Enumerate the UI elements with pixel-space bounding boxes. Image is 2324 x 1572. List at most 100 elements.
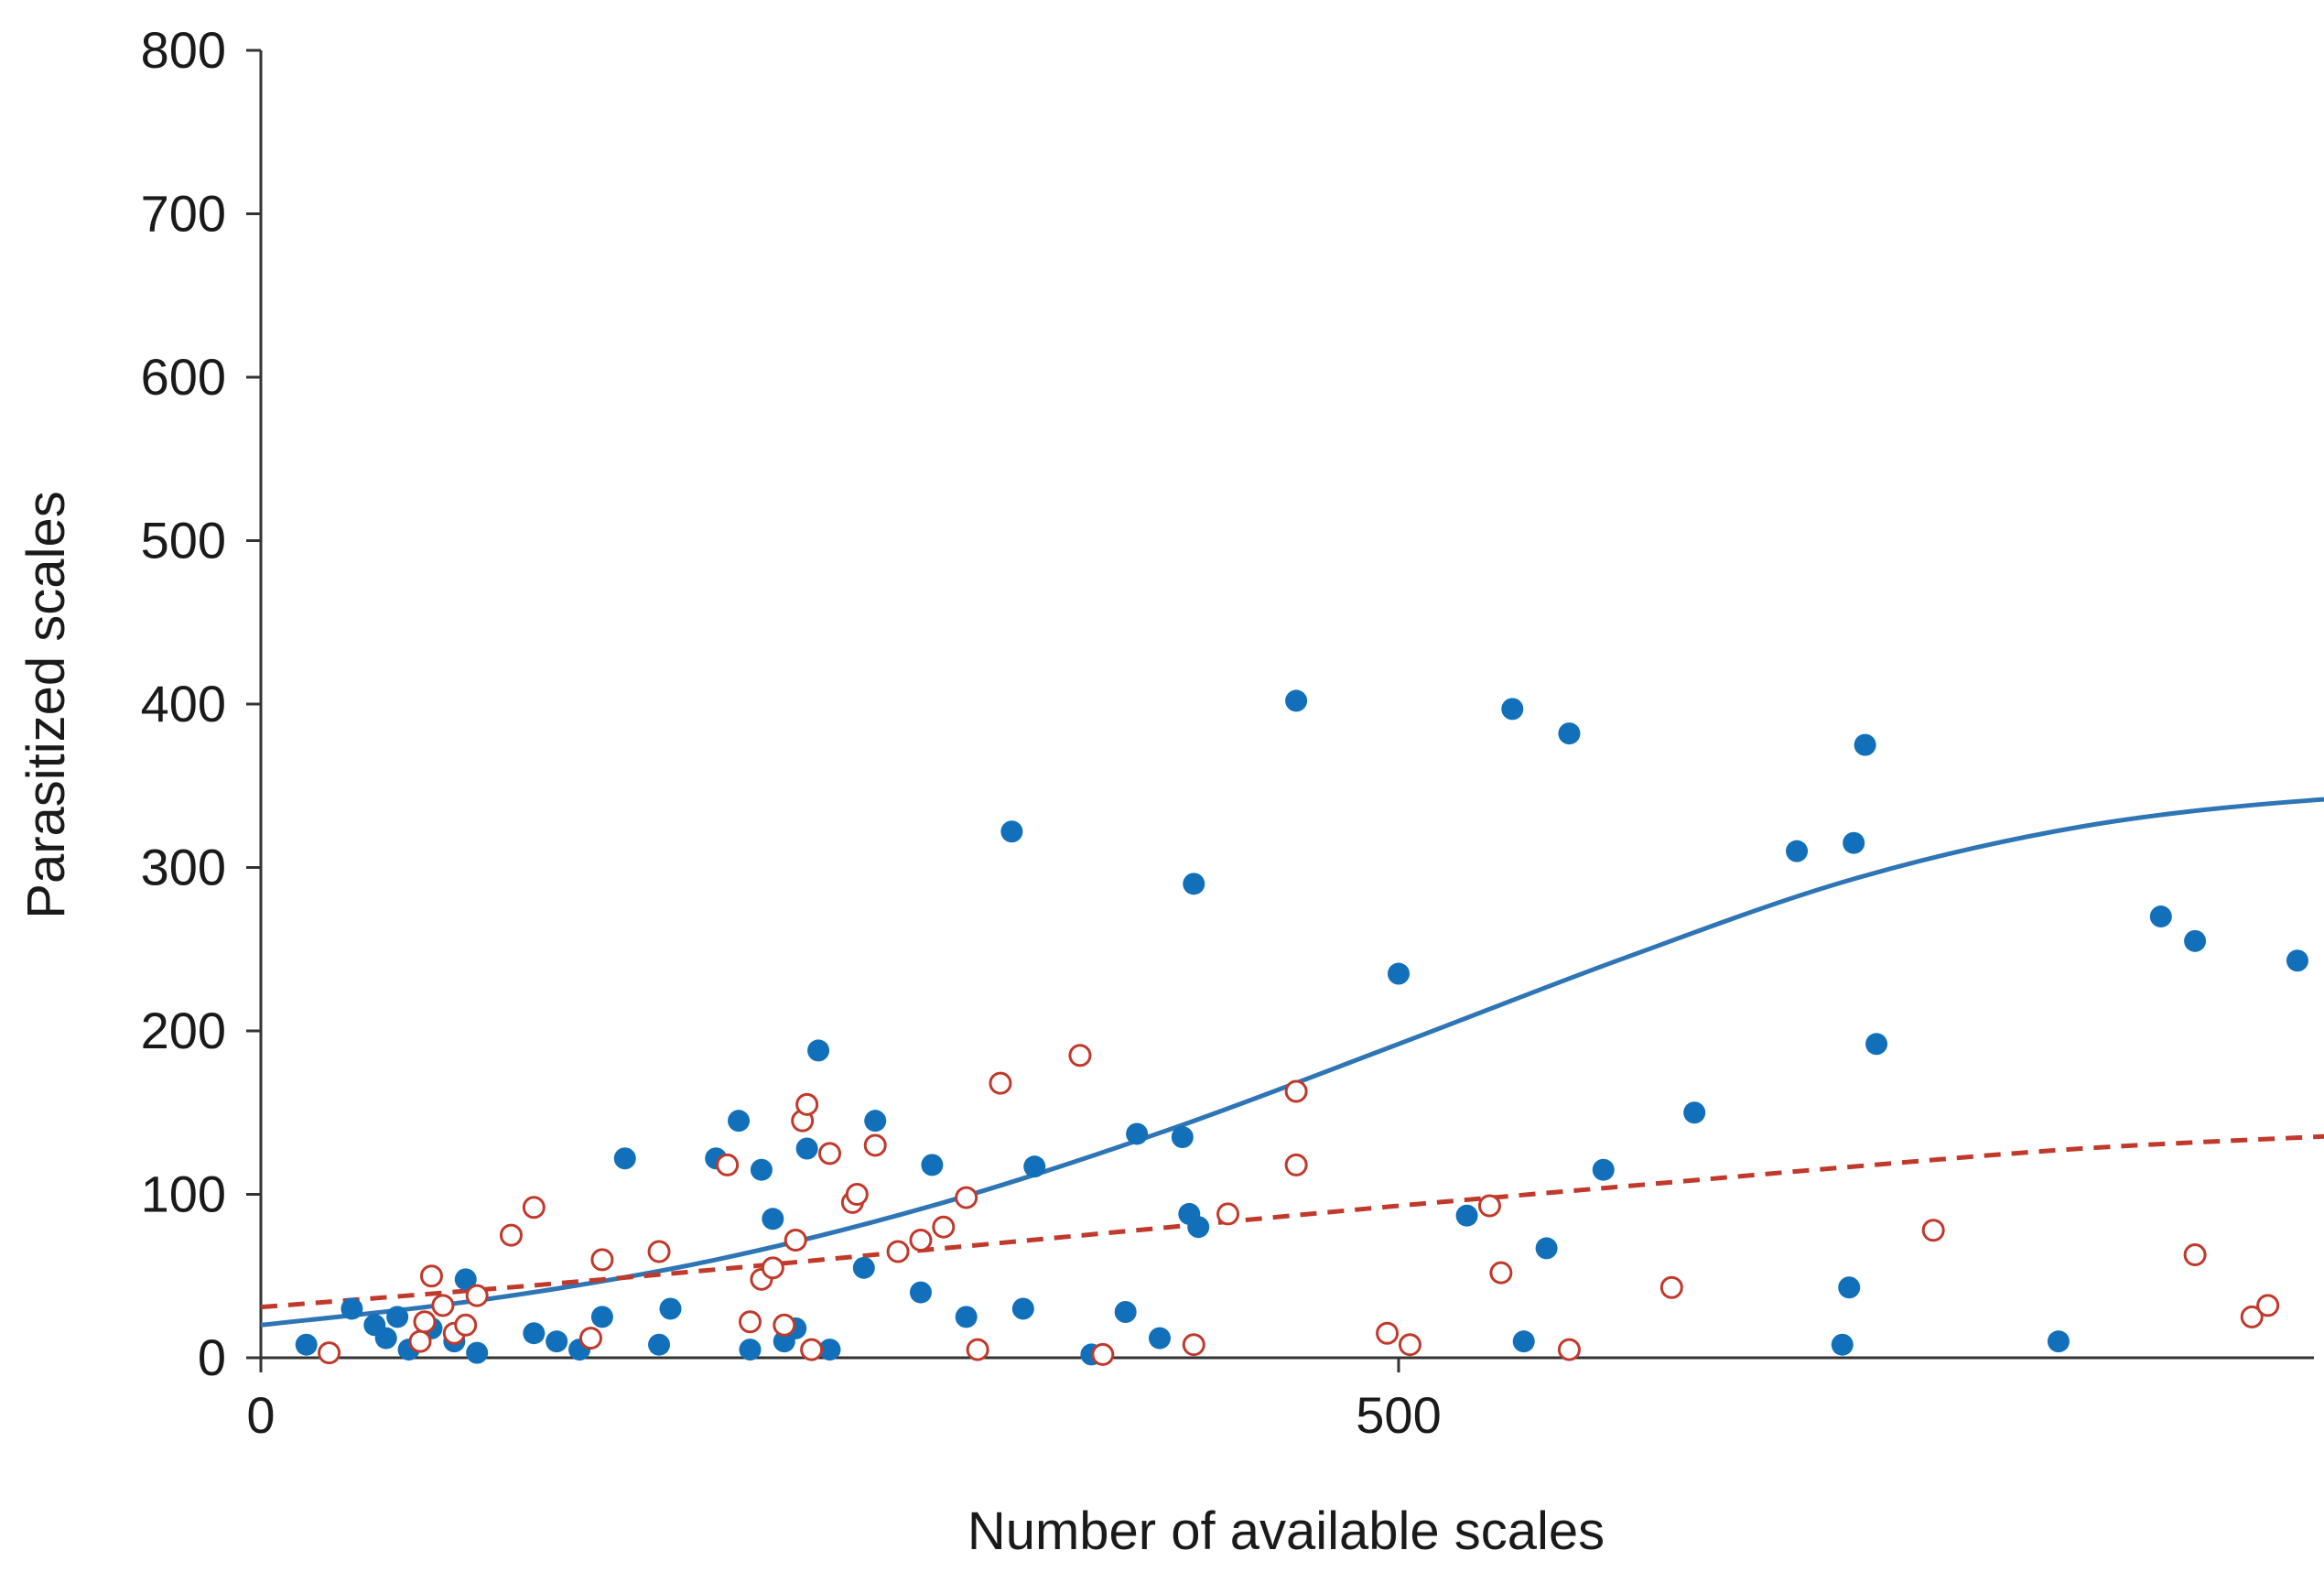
filled-data-point [762, 1208, 784, 1230]
y-tick-label: 400 [141, 675, 226, 732]
open-data-point [590, 1248, 614, 1272]
y-tick-label: 200 [141, 1002, 226, 1059]
filled-data-point [795, 1137, 818, 1160]
data-points [295, 689, 2308, 1366]
y-tick-label: 600 [141, 348, 226, 406]
filled-data-point [1126, 1122, 1149, 1145]
open-data-point [818, 1142, 841, 1165]
open-data-point [1376, 1321, 1400, 1345]
open-data-point [909, 1228, 933, 1252]
filled-data-point [1512, 1330, 1535, 1353]
open-data-point [578, 1327, 602, 1350]
filled-data-point [1183, 873, 1205, 895]
filled-data-point [2184, 929, 2207, 952]
y-tick-label: 700 [141, 185, 226, 243]
filled-data-point [386, 1306, 409, 1328]
y-tick-label: 100 [141, 1165, 226, 1223]
filled-data-point [807, 1039, 830, 1062]
filled-data-point [909, 1281, 932, 1304]
filled-data-point [648, 1333, 671, 1356]
filled-data-point [750, 1158, 773, 1181]
filled-data-point [590, 1306, 613, 1328]
open-data-point [886, 1240, 910, 1263]
open-data-point [1216, 1202, 1240, 1226]
filled-data-point [454, 1268, 477, 1291]
open-data-point [800, 1338, 824, 1361]
open-data-point [413, 1310, 437, 1334]
open-data-point [1921, 1219, 1945, 1242]
filled-data-point [1388, 962, 1410, 985]
y-axis-title: Parasitized scales [16, 491, 76, 918]
open-data-point [419, 1264, 443, 1288]
open-data-point [845, 1183, 869, 1206]
open-data-point [1182, 1333, 1205, 1357]
solid-fit-curve [260, 797, 2324, 1328]
filled-data-point [659, 1297, 682, 1320]
filled-data-point [852, 1256, 875, 1279]
filled-data-point [955, 1306, 978, 1328]
open-data-point [1284, 1079, 1308, 1103]
filled-data-point [1011, 1297, 1034, 1320]
filled-data-point [921, 1154, 944, 1176]
open-data-point [1398, 1333, 1421, 1357]
filled-data-point [1285, 689, 1308, 712]
open-data-point [499, 1223, 523, 1247]
filled-data-point [2047, 1330, 2070, 1353]
filled-data-point [295, 1333, 318, 1356]
filled-data-point [1023, 1155, 1046, 1178]
filled-data-point [1114, 1301, 1137, 1324]
filled-data-point [1501, 698, 1524, 721]
filled-data-point [2286, 949, 2308, 972]
open-data-point [431, 1294, 455, 1317]
y-tick-label: 300 [141, 839, 226, 896]
filled-data-point [523, 1322, 546, 1345]
open-data-point [716, 1153, 740, 1176]
open-data-point [1091, 1342, 1115, 1366]
y-tick-label: 0 [198, 1328, 226, 1386]
open-data-point [761, 1256, 784, 1280]
open-data-point [989, 1071, 1012, 1095]
filled-data-point [1187, 1216, 1210, 1239]
open-data-point [2256, 1294, 2280, 1317]
filled-data-point [1786, 840, 1809, 862]
filled-data-point [1831, 1333, 1854, 1356]
open-data-point [966, 1338, 989, 1361]
x-tick-label: 500 [1356, 1386, 1441, 1444]
filled-data-point [739, 1339, 762, 1361]
y-ticks: 0 100 200 300 400 500 600 700 800 [141, 21, 261, 1386]
filled-data-point [1535, 1237, 1558, 1260]
filled-data-point [613, 1147, 636, 1170]
open-data-point [318, 1341, 341, 1365]
open-data-point [522, 1196, 546, 1220]
filled-data-point [1148, 1327, 1171, 1350]
filled-data-point [340, 1297, 363, 1320]
filled-data-point [546, 1330, 568, 1353]
filled-data-point [1854, 733, 1876, 756]
open-data-point [738, 1310, 762, 1334]
filled-data-point [1838, 1276, 1861, 1299]
open-data-point [1477, 1194, 1501, 1218]
open-data-point [863, 1133, 887, 1157]
open-data-point [1659, 1275, 1683, 1299]
filled-data-point [1683, 1101, 1706, 1124]
filled-data-point [1171, 1126, 1194, 1149]
open-data-point [1557, 1338, 1581, 1361]
open-data-point [1489, 1261, 1513, 1285]
filled-data-point [1592, 1158, 1615, 1181]
open-data-point [1284, 1153, 1308, 1176]
y-tick-label: 800 [141, 21, 226, 79]
filled-data-point [1843, 831, 1865, 854]
filled-data-point [2149, 905, 2172, 928]
open-data-point [647, 1240, 671, 1263]
filled-data-point [466, 1341, 489, 1364]
open-data-point [408, 1329, 432, 1353]
open-data-point [454, 1313, 478, 1337]
filled-data-point [864, 1110, 887, 1133]
open-data-point [2240, 1305, 2264, 1328]
open-data-point [955, 1186, 978, 1209]
fit-curves [260, 797, 2324, 1328]
filled-data-point [1455, 1204, 1478, 1227]
x-ticks: 050010001500 [246, 1358, 1442, 1444]
open-data-point [784, 1228, 807, 1252]
